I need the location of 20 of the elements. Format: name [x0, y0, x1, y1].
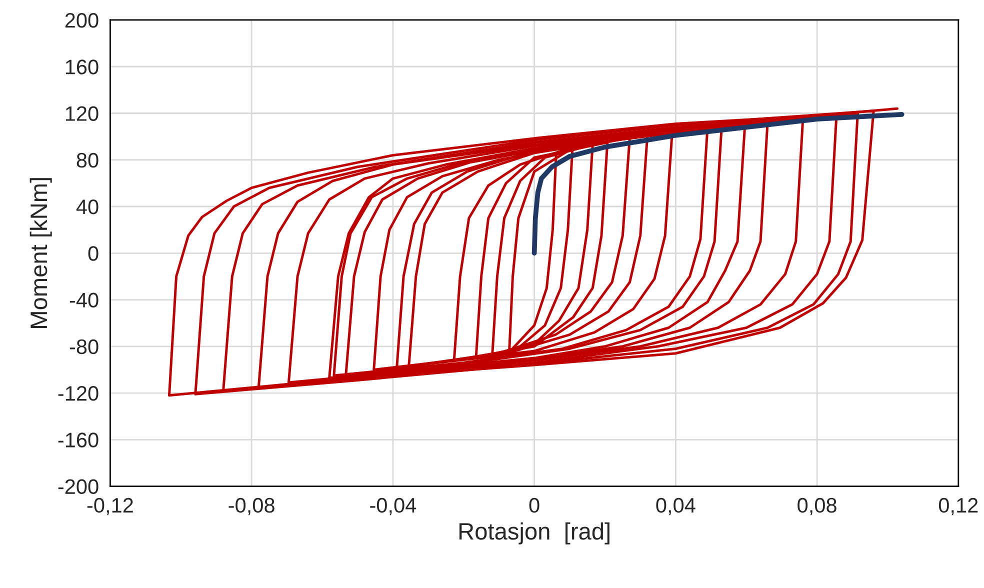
y-tick-label: -40 [70, 292, 98, 308]
x-tick-label: -0,08 [228, 498, 274, 516]
y-tick-label: 80 [76, 152, 98, 168]
y-tick-label: 40 [76, 200, 98, 214]
y-tick-label: -120 [58, 386, 98, 401]
x-tick-label: 0 [529, 498, 540, 513]
y-tick-label: -160 [58, 432, 98, 448]
y-tick-label: 0 [88, 246, 98, 261]
x-tick-label: 0,04 [656, 498, 696, 516]
y-axis-title: Moment [kNm] [30, 178, 52, 328]
x-tick-label: 0,08 [798, 498, 836, 516]
y-tick-label: -200 [58, 479, 98, 494]
y-tick-label: 120 [66, 106, 98, 122]
x-tick-label: -0,04 [370, 498, 416, 516]
y-tick-label: 160 [66, 60, 98, 74]
y-tick-label: -80 [70, 339, 98, 354]
x-axis-title: Rotasjon [rad] [459, 522, 610, 544]
x-tick-label: -0,12 [87, 498, 133, 516]
x-tick-label: 0,12 [938, 498, 978, 516]
y-tick-label: 200 [65, 12, 98, 28]
